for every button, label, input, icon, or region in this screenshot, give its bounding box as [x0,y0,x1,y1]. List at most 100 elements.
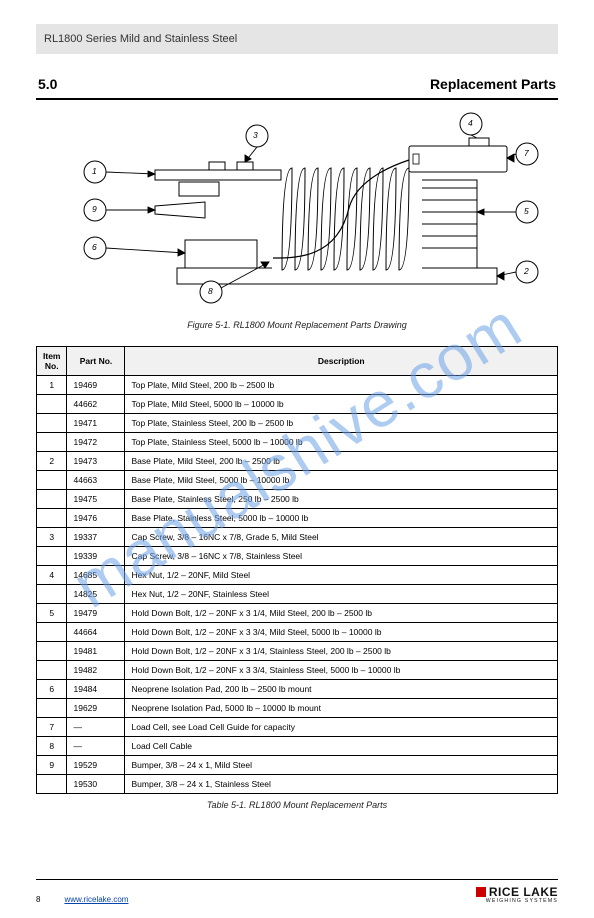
cell-desc: Base Plate, Mild Steel, 200 lb – 2500 lb [125,451,558,470]
cell-desc: Top Plate, Mild Steel, 5000 lb – 10000 l… [125,394,558,413]
table-row: 19530Bumper, 3/8 – 24 x 1, Stainless Ste… [37,774,558,793]
cell-item [37,622,67,641]
cell-item [37,774,67,793]
table-row: 414685Hex Nut, 1/2 – 20NF, Mild Steel [37,565,558,584]
table-row: 119469Top Plate, Mild Steel, 200 lb – 25… [37,375,558,394]
logo-square-icon [476,887,486,897]
cell-item: 5 [37,603,67,622]
cell-pn: — [67,736,125,755]
cell-pn: 19469 [67,375,125,394]
cell-pn: 19530 [67,774,125,793]
cell-item: 4 [37,565,67,584]
parts-diagram: 3 1 9 6 8 7 5 2 4 [37,108,557,318]
callout-5: 5 [524,206,529,216]
figure-caption: Figure 5-1. RL1800 Mount Replacement Par… [36,320,558,330]
table-row: 619484Neoprene Isolation Pad, 200 lb – 2… [37,679,558,698]
cell-item [37,641,67,660]
cell-item: 8 [37,736,67,755]
page-footer: 8 www.ricelake.com RICE LAKE WEIGHING SY… [36,879,558,904]
cell-desc: Top Plate, Stainless Steel, 5000 lb – 10… [125,432,558,451]
cell-desc: Hold Down Bolt, 1/2 – 20NF x 3 3/4, Stai… [125,660,558,679]
footer-link[interactable]: www.ricelake.com [64,895,128,904]
parts-table: Item No. Part No. Description 119469Top … [36,346,558,794]
cell-item: 7 [37,717,67,736]
table-row: 519479Hold Down Bolt, 1/2 – 20NF x 3 1/4… [37,603,558,622]
table-row: 19481Hold Down Bolt, 1/2 – 20NF x 3 1/4,… [37,641,558,660]
callout-8: 8 [208,286,213,296]
cell-desc: Bumper, 3/8 – 24 x 1, Mild Steel [125,755,558,774]
cell-desc: Load Cell Cable [125,736,558,755]
cell-pn: 19473 [67,451,125,470]
cell-desc: Hold Down Bolt, 1/2 – 20NF x 3 3/4, Mild… [125,622,558,641]
cell-desc: Hex Nut, 1/2 – 20NF, Stainless Steel [125,584,558,603]
section-title: Replacement Parts [430,76,556,92]
cell-desc: Base Plate, Mild Steel, 5000 lb – 10000 … [125,470,558,489]
table-caption: Table 5-1. RL1800 Mount Replacement Part… [36,800,558,810]
cell-item [37,413,67,432]
callout-3: 3 [253,130,258,140]
logo-main-text: RICE LAKE [489,886,558,898]
cell-desc: Cap Screw, 3/8 – 16NC x 7/8, Grade 5, Mi… [125,527,558,546]
cell-item: 1 [37,375,67,394]
table-row: 44662Top Plate, Mild Steel, 5000 lb – 10… [37,394,558,413]
callout-7: 7 [524,148,529,158]
cell-desc: Hex Nut, 1/2 – 20NF, Mild Steel [125,565,558,584]
cell-desc: Base Plate, Stainless Steel, 250 lb – 25… [125,489,558,508]
cell-item [37,432,67,451]
cell-pn: 44663 [67,470,125,489]
cell-pn: 19475 [67,489,125,508]
cell-item [37,489,67,508]
cell-desc: Cap Screw, 3/8 – 16NC x 7/8, Stainless S… [125,546,558,565]
cell-desc: Neoprene Isolation Pad, 200 lb – 2500 lb… [125,679,558,698]
callout-1: 1 [92,166,97,176]
cell-pn: 19339 [67,546,125,565]
cell-pn: 19472 [67,432,125,451]
cell-item [37,660,67,679]
table-header-row: Item No. Part No. Description [37,346,558,375]
callout-2: 2 [524,266,529,276]
brand-logo: RICE LAKE WEIGHING SYSTEMS [476,886,558,904]
cell-desc: Base Plate, Stainless Steel, 5000 lb – 1… [125,508,558,527]
cell-pn: — [67,717,125,736]
cell-pn: 19337 [67,527,125,546]
table-row: 919529Bumper, 3/8 – 24 x 1, Mild Steel [37,755,558,774]
table-row: 19475Base Plate, Stainless Steel, 250 lb… [37,489,558,508]
cell-item [37,470,67,489]
footer-page-number: 8 [36,895,40,904]
cell-item [37,698,67,717]
table-row: 44664Hold Down Bolt, 1/2 – 20NF x 3 3/4,… [37,622,558,641]
cell-pn: 19629 [67,698,125,717]
cell-pn: 19481 [67,641,125,660]
table-row: 19629Neoprene Isolation Pad, 5000 lb – 1… [37,698,558,717]
diagram-svg [37,108,557,318]
table-row: 19471Top Plate, Stainless Steel, 200 lb … [37,413,558,432]
col-desc-header: Description [125,346,558,375]
table-row: 7—Load Cell, see Load Cell Guide for cap… [37,717,558,736]
cell-desc: Neoprene Isolation Pad, 5000 lb – 10000 … [125,698,558,717]
cell-pn: 19479 [67,603,125,622]
cell-item: 2 [37,451,67,470]
table-row: 19476Base Plate, Stainless Steel, 5000 l… [37,508,558,527]
table-row: 8—Load Cell Cable [37,736,558,755]
cell-item: 6 [37,679,67,698]
cell-pn: 14825 [67,584,125,603]
cell-item [37,584,67,603]
cell-item: 9 [37,755,67,774]
table-row: 14825Hex Nut, 1/2 – 20NF, Stainless Stee… [37,584,558,603]
cell-item [37,508,67,527]
table-row: 44663Base Plate, Mild Steel, 5000 lb – 1… [37,470,558,489]
cell-desc: Top Plate, Mild Steel, 200 lb – 2500 lb [125,375,558,394]
section-title-row: 5.0 Replacement Parts [36,76,558,92]
header-bar: RL1800 Series Mild and Stainless Steel [36,24,558,54]
callout-9: 9 [92,204,97,214]
section-rule [36,98,558,100]
col-item-header: Item No. [37,346,67,375]
logo-sub-text: WEIGHING SYSTEMS [486,899,558,904]
header-small-text: RL1800 Series Mild and Stainless Steel [44,33,237,45]
cell-pn: 44664 [67,622,125,641]
cell-pn: 19476 [67,508,125,527]
cell-pn: 14685 [67,565,125,584]
cell-item: 3 [37,527,67,546]
cell-desc: Hold Down Bolt, 1/2 – 20NF x 3 1/4, Mild… [125,603,558,622]
table-row: 219473Base Plate, Mild Steel, 200 lb – 2… [37,451,558,470]
